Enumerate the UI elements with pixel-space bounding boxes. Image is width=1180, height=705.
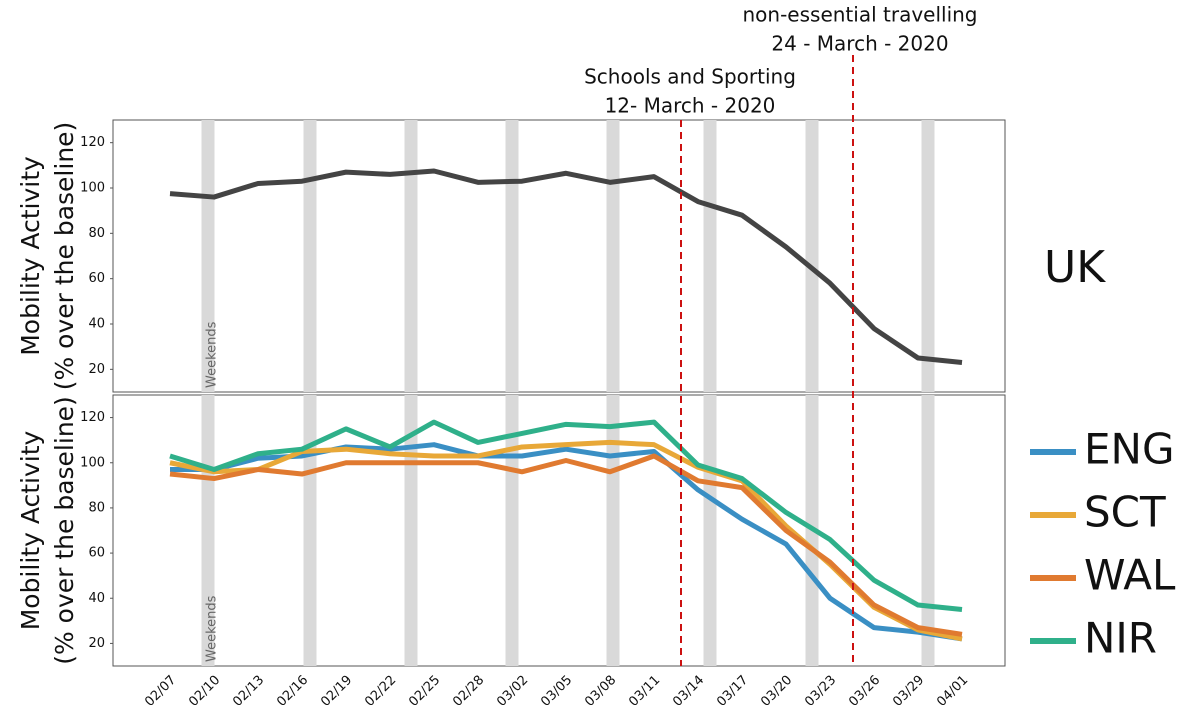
x-tick-label: 03/05 [538, 673, 575, 705]
weekend-band [921, 395, 935, 666]
weekend-band [505, 120, 519, 392]
weekends-label: Weekends [205, 595, 220, 662]
y-tick-label: 80 [88, 500, 105, 515]
y-tick-label: 120 [80, 135, 105, 150]
weekends-label: Weekends [205, 321, 220, 388]
annotation: 12- March - 2020 [605, 94, 776, 118]
x-tick-label: 02/22 [362, 673, 399, 705]
weekend-band [703, 120, 717, 392]
weekend-band [805, 120, 819, 392]
x-tick-label: 03/26 [846, 673, 883, 705]
x-tick-label: 02/25 [406, 673, 443, 705]
annotation: non-essential travelling [743, 3, 978, 27]
y-tick-label: 20 [88, 636, 105, 651]
y-tick-label: 80 [88, 226, 105, 241]
x-tick-label: 03/14 [670, 673, 707, 705]
x-tick-label: 02/19 [318, 673, 355, 705]
weekend-band [505, 395, 519, 666]
series-line [169, 453, 963, 637]
legend-label: SCT [1084, 488, 1166, 537]
x-tick-label: 03/02 [494, 673, 531, 705]
x-tick-label: 03/29 [890, 673, 927, 705]
y-axis-label: (% over the baseline) [50, 396, 79, 665]
x-tick-label: 03/17 [714, 673, 751, 705]
y-tick-label: 20 [88, 362, 105, 377]
series-label: UK [1044, 242, 1106, 293]
series-line [169, 168, 963, 366]
x-tick-label: 03/20 [758, 673, 795, 705]
y-tick-label: 40 [88, 591, 105, 606]
x-tick-label: 02/10 [186, 673, 223, 705]
y-tick-label: 60 [88, 271, 105, 286]
legend-label: NIR [1084, 614, 1157, 663]
y-tick-label: 100 [80, 455, 105, 470]
y-tick-label: 40 [88, 317, 105, 332]
x-tick-label: 03/08 [582, 673, 619, 705]
weekend-band [703, 395, 717, 666]
y-tick-label: 100 [80, 181, 105, 196]
weekend-band [201, 120, 215, 392]
weekend-band [921, 120, 935, 392]
weekend-band [303, 395, 317, 666]
x-tick-label: 03/11 [626, 673, 663, 705]
panel-frame [112, 394, 1006, 667]
legend-label: WAL [1084, 551, 1176, 600]
series-line [169, 419, 963, 613]
weekend-band [404, 120, 418, 392]
annotation: Schools and Sporting [584, 65, 796, 89]
y-tick-label: 60 [88, 546, 105, 561]
weekend-band [201, 395, 215, 666]
x-tick-label: 02/28 [450, 673, 487, 705]
x-tick-label: 03/23 [802, 673, 839, 705]
x-tick-label: 02/13 [230, 673, 267, 705]
x-tick-label: 02/07 [142, 673, 179, 705]
y-axis-label: (% over the baseline) [50, 122, 79, 391]
series-line [170, 442, 963, 642]
x-tick-label: 04/01 [934, 673, 971, 705]
y-axis-label: Mobility Activity [16, 156, 45, 356]
legend-label: ENG [1084, 425, 1175, 474]
panel-frame [112, 119, 1006, 393]
x-tick-label: 02/16 [274, 673, 311, 705]
y-tick-label: 120 [80, 410, 105, 425]
annotation: 24 - March - 2020 [771, 32, 948, 56]
weekend-band [606, 395, 620, 666]
weekend-band [303, 120, 317, 392]
weekend-band [606, 120, 620, 392]
y-axis-label: Mobility Activity [16, 430, 45, 630]
